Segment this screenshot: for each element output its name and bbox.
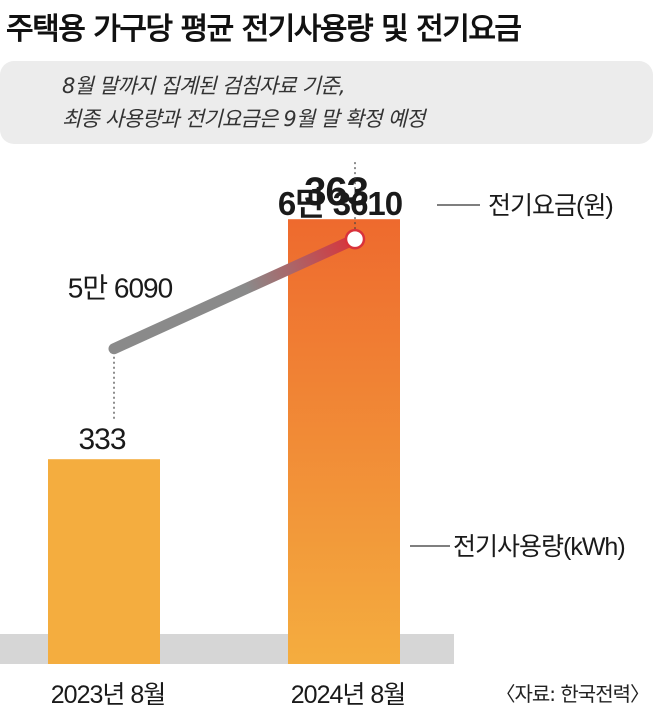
note-line-1: 8월 말까지 집계된 검침자료 기준, <box>62 74 346 98</box>
x-tick-label-2: 2024년 8월 <box>291 681 405 709</box>
bar-label-2023: 333 <box>78 423 125 456</box>
legend-fee: 전기요금(원) <box>488 192 613 220</box>
bar-2 <box>288 219 400 664</box>
fee-line <box>108 233 361 355</box>
fee-label-2023: 5만 6090 <box>68 273 173 304</box>
bar-label-2024: 363 <box>304 170 368 214</box>
note-box: 8월 말까지 집계된 검침자료 기준, 최종 사용량과 전기요금은 9월 말 확… <box>0 61 653 144</box>
note-line-2: 최종 사용량과 전기요금은 9월 말 확정 예정 <box>62 107 425 131</box>
fee-point-2024 <box>344 228 366 250</box>
legend-usage: 전기사용량(kWh) <box>453 533 625 561</box>
bar-1 <box>48 459 160 664</box>
fee-label-2024: 6만 3610 <box>278 185 402 222</box>
chart-title: 주택용 가구당 평균 전기사용량 및 전기요금 <box>6 12 522 47</box>
x-tick-label-1: 2023년 8월 <box>51 681 165 709</box>
source-note: 〈자료: 한국전력〉 <box>495 682 650 706</box>
